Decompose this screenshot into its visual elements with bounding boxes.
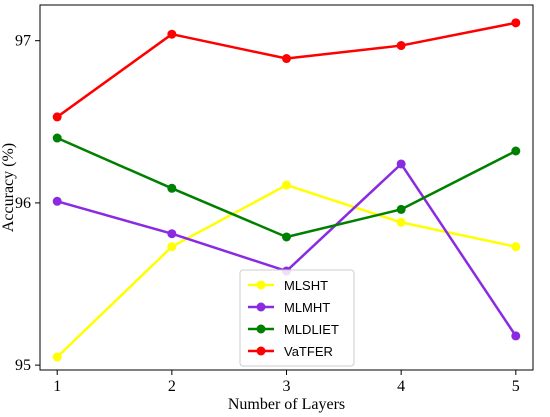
data-point: [52, 352, 62, 362]
data-point: [282, 54, 291, 64]
data-point: [167, 29, 177, 39]
data-point: [511, 146, 521, 156]
x-tick-label: 3: [283, 378, 291, 395]
legend-box: [239, 269, 355, 367]
y-tick-label: 97: [15, 33, 31, 50]
data-point: [52, 112, 62, 122]
data-point: [511, 331, 521, 341]
legend-label: MLDLIET: [284, 322, 339, 337]
legend-swatch-marker: [256, 280, 266, 290]
data-point: [52, 196, 62, 206]
legend-swatch-marker: [256, 302, 266, 312]
x-tick-label: 1: [53, 378, 61, 395]
data-point: [396, 41, 406, 51]
legend: MLSHT MLMHT MLDLIET VaTFER: [239, 269, 355, 367]
legend-label: VaTFER: [284, 344, 333, 359]
y-axis-label: Accuracy (%): [0, 143, 17, 232]
data-point: [511, 242, 521, 252]
x-tick-label: 4: [397, 378, 405, 395]
data-point: [167, 183, 177, 193]
x-axis-ticks: 1 2 3 4 5: [53, 370, 520, 395]
legend-label: MLMHT: [284, 300, 330, 315]
x-tick-label: 2: [168, 378, 176, 395]
legend-label: MLSHT: [284, 278, 328, 293]
legend-item: MLMHT: [248, 300, 330, 315]
legend-item: MLDLIET: [248, 322, 339, 337]
y-tick-label: 96: [15, 195, 31, 212]
data-point: [511, 18, 521, 28]
data-point: [282, 180, 291, 190]
series-mlsht: [52, 180, 521, 362]
series-vatfer: [52, 18, 521, 122]
data-point: [167, 242, 177, 252]
data-point: [396, 217, 406, 227]
data-point: [167, 229, 177, 239]
legend-swatch-marker: [256, 346, 266, 356]
series-line: [56, 21, 517, 118]
y-axis-ticks: 95 96 97: [15, 33, 40, 374]
legend-item: MLSHT: [248, 278, 328, 293]
x-tick-label: 5: [512, 378, 520, 395]
legend-swatch-marker: [256, 324, 266, 334]
data-point: [396, 204, 406, 214]
y-tick-label: 95: [15, 357, 31, 374]
x-axis-label: Number of Layers: [228, 396, 345, 413]
data-point: [52, 133, 62, 143]
series-layer: [52, 18, 521, 362]
data-point: [282, 232, 291, 242]
legend-item: VaTFER: [248, 344, 333, 359]
data-point: [396, 159, 406, 169]
series-mldliet: [52, 133, 521, 242]
